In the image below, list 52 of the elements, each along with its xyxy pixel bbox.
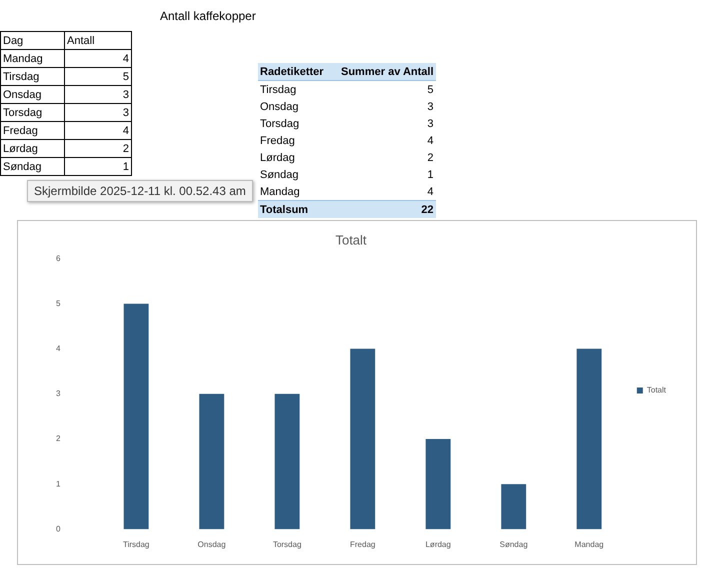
text: 2 bbox=[426, 150, 435, 166]
text: 1 bbox=[426, 168, 435, 182]
y-tick-label: 3 bbox=[56, 389, 61, 398]
text: 3 bbox=[426, 116, 435, 132]
y-tick-label: 5 bbox=[56, 298, 61, 308]
x-tick-label: Tirsdag bbox=[123, 540, 150, 550]
chart-title: Totalt bbox=[335, 232, 367, 248]
text: 22 bbox=[339, 200, 436, 218]
text: 3 bbox=[426, 100, 435, 114]
bar bbox=[274, 394, 300, 530]
y-tick-label: 1 bbox=[56, 479, 61, 488]
text: Lørdag bbox=[0, 140, 64, 158]
text: Mandag bbox=[259, 184, 301, 200]
bar bbox=[199, 394, 224, 530]
x-tick-label: Torsdag bbox=[272, 540, 302, 550]
x-tick-label: Onsdag bbox=[198, 540, 226, 550]
bar bbox=[501, 484, 526, 530]
x-tick-label: Lørdag bbox=[425, 540, 451, 550]
text: Onsdag bbox=[0, 86, 64, 104]
text: Tirsdag bbox=[259, 82, 298, 98]
legend-label: Totalt bbox=[646, 386, 667, 395]
text: Antall bbox=[64, 32, 132, 50]
text: Dag bbox=[0, 32, 64, 50]
text: 4 bbox=[426, 184, 435, 200]
text: Antall kaffekopper bbox=[160, 9, 256, 23]
text: Lørdag bbox=[259, 150, 296, 166]
text: Torsdag bbox=[259, 116, 300, 132]
text: Totalsum bbox=[258, 200, 339, 218]
text: Fredag bbox=[0, 122, 64, 140]
text: Torsdag bbox=[0, 104, 64, 122]
text: Tirsdag bbox=[0, 68, 64, 86]
x-tick-label: Søndag bbox=[500, 540, 528, 550]
bar bbox=[576, 348, 602, 530]
text: Søndag bbox=[259, 168, 300, 182]
text: Summer av Antall bbox=[339, 63, 436, 80]
text: Skjermbilde 2025-12-11 kl. 00.52.43 am bbox=[27, 180, 253, 202]
text: 4 bbox=[426, 134, 435, 148]
text: Søndag bbox=[0, 158, 64, 176]
bar bbox=[124, 304, 149, 530]
bar bbox=[426, 439, 451, 530]
y-tick-label: 0 bbox=[56, 524, 61, 534]
x-tick-label: Fredag bbox=[350, 540, 376, 550]
text: 5 bbox=[426, 82, 435, 98]
bar bbox=[350, 348, 376, 530]
text: Onsdag bbox=[259, 100, 300, 114]
y-tick-label: 2 bbox=[56, 434, 61, 444]
y-tick-label: 6 bbox=[56, 254, 61, 263]
text: Fredag bbox=[259, 134, 296, 148]
text: Radetiketter bbox=[258, 63, 339, 80]
x-tick-label: Mandag bbox=[574, 540, 604, 550]
text: Mandag bbox=[0, 50, 64, 68]
y-tick-label: 4 bbox=[56, 344, 61, 354]
